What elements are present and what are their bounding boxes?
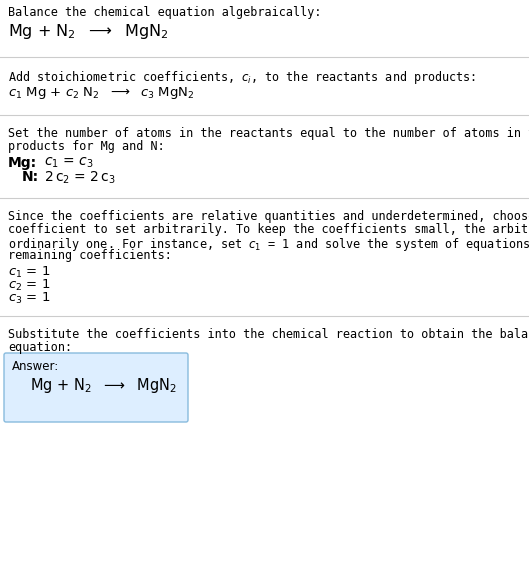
Text: Balance the chemical equation algebraically:: Balance the chemical equation algebraica… [8,6,322,19]
Text: $c_1$ Mg + $c_2$ N$_2$  $\longrightarrow$  $c_3$ MgN$_2$: $c_1$ Mg + $c_2$ N$_2$ $\longrightarrow$… [8,85,195,101]
Text: Substitute the coefficients into the chemical reaction to obtain the balanced: Substitute the coefficients into the che… [8,328,529,341]
Text: $c_3$ = 1: $c_3$ = 1 [8,291,50,306]
Text: $c_2$ = 1: $c_2$ = 1 [8,278,50,293]
Text: remaining coefficients:: remaining coefficients: [8,249,172,262]
Text: products for Mg and N:: products for Mg and N: [8,140,165,153]
Text: Answer:: Answer: [12,360,59,373]
Text: coefficient to set arbitrarily. To keep the coefficients small, the arbitrary va: coefficient to set arbitrarily. To keep … [8,223,529,236]
Text: Mg + N$_2$  $\longrightarrow$  MgN$_2$: Mg + N$_2$ $\longrightarrow$ MgN$_2$ [30,376,177,395]
Text: $c_1$ = $c_3$: $c_1$ = $c_3$ [44,156,94,171]
Text: ordinarily one. For instance, set $c_1$ = 1 and solve the system of equations fo: ordinarily one. For instance, set $c_1$ … [8,236,529,253]
Text: $c_1$ = 1: $c_1$ = 1 [8,265,50,280]
Text: Mg:: Mg: [8,156,37,170]
Text: N:: N: [22,170,39,184]
Text: equation:: equation: [8,341,72,354]
Text: Mg + N$_2$  $\longrightarrow$  MgN$_2$: Mg + N$_2$ $\longrightarrow$ MgN$_2$ [8,22,169,41]
Text: Add stoichiometric coefficients, $c_i$, to the reactants and products:: Add stoichiometric coefficients, $c_i$, … [8,69,476,86]
FancyBboxPatch shape [4,353,188,422]
Text: Set the number of atoms in the reactants equal to the number of atoms in the: Set the number of atoms in the reactants… [8,127,529,140]
Text: Since the coefficients are relative quantities and underdetermined, choose a: Since the coefficients are relative quan… [8,210,529,223]
Text: 2$\,$c$_2$ = 2$\,$c$_3$: 2$\,$c$_2$ = 2$\,$c$_3$ [44,170,116,187]
